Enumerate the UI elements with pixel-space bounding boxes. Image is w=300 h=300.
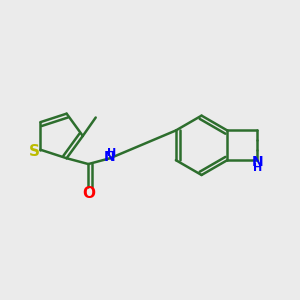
- Text: O: O: [82, 186, 95, 201]
- Text: N: N: [103, 150, 115, 164]
- Text: H: H: [253, 163, 262, 173]
- Text: N: N: [252, 155, 264, 169]
- Text: H: H: [107, 148, 117, 158]
- Text: S: S: [29, 144, 40, 159]
